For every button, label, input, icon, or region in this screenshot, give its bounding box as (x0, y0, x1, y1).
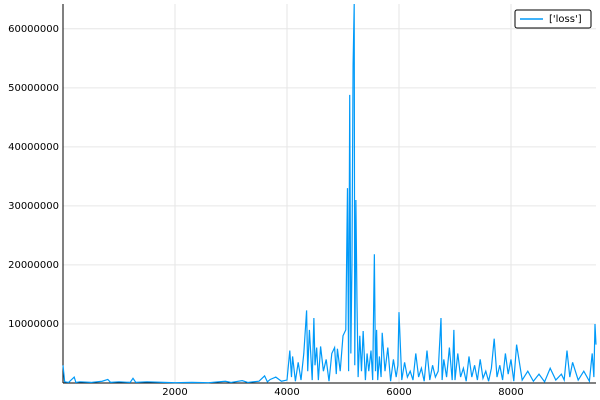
x-tick-label: 2000 (162, 387, 187, 398)
y-tick-label: 60000000 (8, 24, 59, 35)
legend-box (514, 9, 592, 29)
y-tick-label: 20000000 (8, 260, 59, 271)
y-tick-label: 40000000 (8, 142, 59, 153)
y-tick-label: 30000000 (8, 201, 59, 212)
legend-label: ['loss'] (549, 14, 582, 25)
legend: ['loss'] (514, 9, 592, 29)
x-tick-label: 4000 (274, 387, 299, 398)
data-line (62, 3, 597, 384)
x-tick-label: 8000 (498, 387, 523, 398)
y-tick-label: 50000000 (8, 83, 59, 94)
x-tick-label: 6000 (386, 387, 411, 398)
y-tick-label: 10000000 (8, 319, 59, 330)
